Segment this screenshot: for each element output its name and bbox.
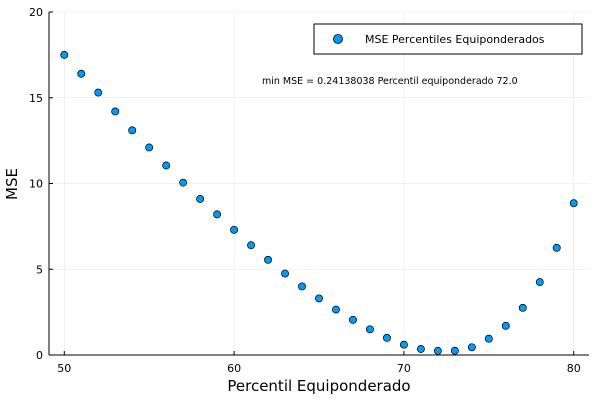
- data-point: [128, 126, 137, 135]
- data-point: [433, 346, 442, 355]
- data-point: [298, 282, 306, 291]
- x-tick-label: 70: [397, 362, 411, 375]
- data-point: [416, 345, 425, 353]
- x-tick-label: 60: [227, 362, 241, 375]
- data-point: [247, 241, 256, 250]
- data-point: [111, 107, 120, 116]
- data-point: [501, 321, 510, 330]
- legend-marker: [333, 34, 343, 44]
- legend: MSE Percentiles Equiponderados: [313, 23, 583, 55]
- y-axis-title: MSE: [3, 168, 21, 200]
- data-point: [315, 294, 323, 303]
- data-point: [77, 69, 86, 78]
- data-point: [535, 278, 544, 287]
- data-point: [196, 194, 205, 203]
- y-tick-label: 0: [36, 349, 43, 362]
- y-tick-label: 10: [29, 178, 43, 191]
- data-point: [382, 333, 391, 342]
- data-point: [518, 303, 527, 312]
- data-point: [230, 225, 239, 234]
- data-point: [450, 346, 459, 355]
- data-point: [281, 269, 289, 278]
- legend-label: MSE Percentiles Equiponderados: [365, 33, 545, 46]
- data-point: [60, 50, 69, 59]
- data-point: [332, 305, 340, 314]
- data-point: [162, 161, 171, 170]
- y-tick-label: 5: [36, 263, 43, 276]
- data-point: [349, 315, 357, 324]
- min-mse-annotation: min MSE = 0.24138038 Percentil equiponde…: [262, 76, 518, 87]
- x-axis-title: Percentil Equiponderado: [227, 377, 410, 395]
- data-point: [365, 325, 374, 334]
- data-point: [467, 343, 476, 352]
- data-point: [94, 88, 103, 97]
- data-point: [552, 243, 561, 252]
- data-point: [264, 255, 273, 264]
- tick-labels: 50 60 70 80 0 5 10 15 20: [29, 6, 581, 375]
- y-tick-label: 20: [29, 6, 43, 19]
- data-point: [399, 340, 408, 349]
- data-point: [569, 199, 578, 208]
- data-points: [60, 50, 578, 355]
- data-point: [179, 178, 188, 187]
- y-tick-label: 15: [29, 92, 43, 105]
- axes: [48, 11, 589, 356]
- data-point: [213, 210, 222, 219]
- data-point: [484, 334, 493, 343]
- data-point: [145, 143, 154, 152]
- legend-box: [313, 23, 583, 55]
- x-tick-label: 80: [567, 362, 581, 375]
- x-tick-label: 50: [57, 362, 71, 375]
